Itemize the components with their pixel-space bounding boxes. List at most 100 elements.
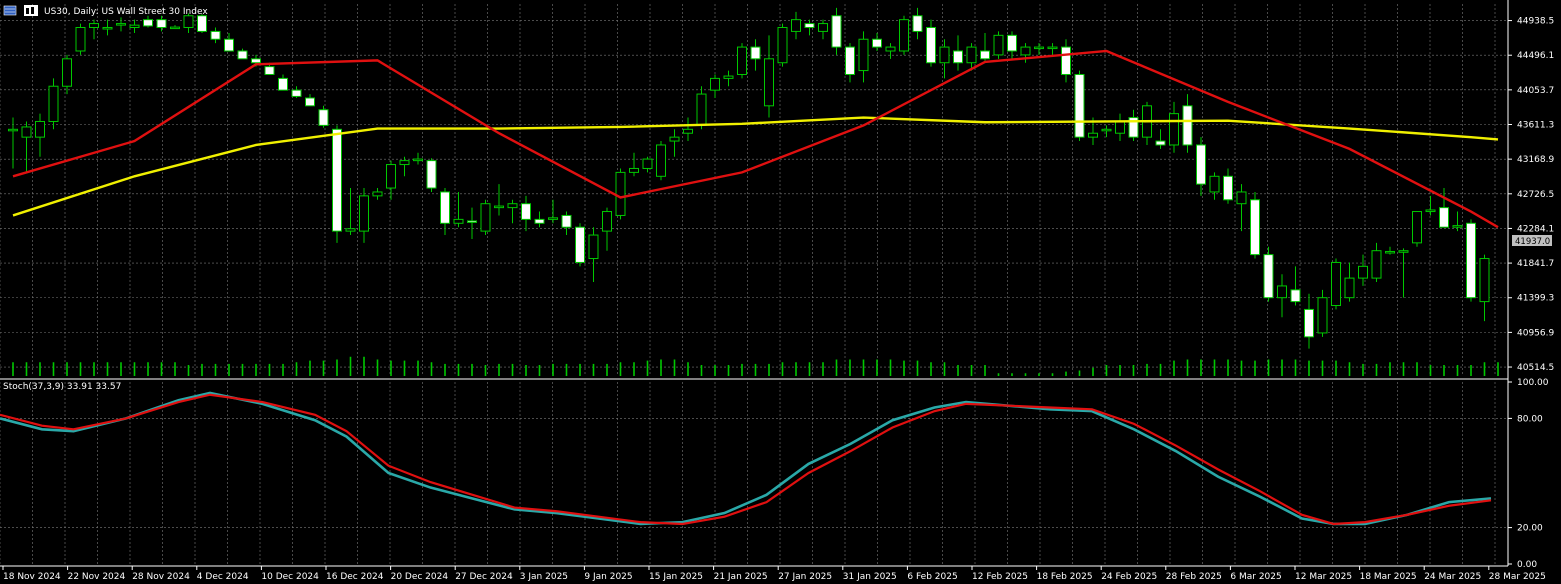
candle-body: [534, 218, 545, 224]
candle: [926, 19, 936, 67]
chart-type-icon[interactable]: [24, 5, 38, 16]
candle-body: [1466, 222, 1476, 299]
candle-body: [62, 58, 72, 87]
candle: [8, 117, 18, 169]
candle-body: [845, 46, 855, 75]
stoch-main-line: [0, 391, 1492, 526]
candle-body: [750, 46, 761, 60]
candle: [1034, 43, 1044, 55]
candle: [1169, 101, 1179, 153]
candle: [156, 15, 167, 32]
candle: [62, 54, 72, 95]
candle-body: [1439, 207, 1449, 228]
candle: [480, 199, 491, 236]
candle-body: [210, 30, 221, 40]
time-tick-label: 18 Mar 2025: [1360, 572, 1417, 582]
candle-body: [1074, 73, 1085, 138]
candle-body: [953, 50, 963, 64]
time-tick-label: 28 Feb 2025: [1166, 572, 1222, 582]
time-tick-label: 18 Feb 2025: [1037, 572, 1093, 582]
time-tick-label: 18 Nov 2024: [3, 572, 61, 582]
candle-body: [1425, 209, 1436, 213]
candle: [1425, 195, 1436, 216]
candle: [345, 188, 356, 236]
candle: [939, 39, 950, 79]
candle: [1007, 31, 1017, 59]
candle-body: [1061, 46, 1071, 75]
candle-body: [35, 120, 45, 138]
candle: [548, 199, 558, 224]
time-tick-label: 20 Dec 2024: [391, 572, 449, 582]
candle-body: [143, 19, 153, 27]
candle-body: [1020, 46, 1031, 56]
candle: [1358, 254, 1368, 286]
candle-body: [480, 203, 491, 232]
candle: [1155, 129, 1166, 149]
candle-body: [116, 23, 126, 26]
candle-body: [413, 158, 423, 162]
candle: [1236, 184, 1247, 232]
candle-body: [1169, 113, 1179, 146]
candle: [615, 168, 626, 220]
candle: [858, 31, 869, 83]
candle: [291, 86, 302, 98]
candle-body: [669, 136, 680, 142]
chart-title: US30, Daily: US Wall Street 30 Index: [44, 7, 208, 17]
candle-body: [48, 85, 59, 122]
candle: [1209, 172, 1220, 200]
candle-body: [1452, 225, 1463, 228]
candle-body: [764, 58, 774, 107]
candle: [426, 158, 437, 192]
candle-body: [467, 220, 477, 223]
candle-body: [426, 160, 437, 189]
time-tick-label: 16 Dec 2024: [326, 572, 384, 582]
candle-body: [777, 26, 788, 64]
candle-body: [305, 97, 315, 107]
candle-body: [710, 77, 720, 91]
candle: [143, 15, 153, 28]
candle: [953, 35, 963, 71]
candle-body: [912, 15, 923, 32]
candle-body: [980, 50, 990, 60]
candle-body: [1277, 285, 1287, 299]
candle: [305, 94, 315, 107]
candle-body: [345, 228, 356, 232]
candle: [750, 39, 761, 71]
time-tick-label: 28 Mar 2025: [1489, 572, 1546, 582]
candle: [1439, 188, 1449, 228]
candle-body: [1007, 34, 1017, 52]
candle-body: [237, 50, 248, 60]
price-tick-label: 43611.3: [1517, 121, 1554, 131]
time-tick-label: 27 Jan 2025: [778, 572, 832, 582]
price-tick-label: 44938.5: [1517, 17, 1554, 27]
candle: [237, 48, 248, 60]
candle-body: [75, 26, 86, 52]
stoch-tick-label: 100.00: [1517, 378, 1549, 388]
stoch-tick-label: 80.00: [1517, 414, 1543, 424]
time-tick-label: 3 Jan 2025: [520, 572, 568, 582]
price-tick-label: 40956.9: [1517, 328, 1554, 338]
time-tick-label: 12 Feb 2025: [972, 572, 1028, 582]
candle-body: [1317, 297, 1328, 334]
candle: [1128, 109, 1139, 142]
chart-header: US30, Daily: US Wall Street 30 Index: [3, 5, 208, 17]
candle-body: [1196, 144, 1206, 185]
candlestick-series: [8, 7, 1490, 349]
candle-body: [737, 46, 747, 75]
candle: [1371, 242, 1382, 283]
candle: [359, 188, 369, 243]
price-tick-label: 44053.7: [1517, 86, 1554, 96]
candle: [534, 211, 545, 228]
volume-bars: [12, 356, 1499, 376]
stoch-tick-label: 0.00: [1517, 560, 1537, 570]
stoch-indicator-label: Stoch(37,3,9) 33.91 33.57: [3, 382, 121, 392]
candle: [777, 23, 788, 67]
chart-window-icon[interactable]: [3, 5, 17, 16]
candle: [561, 211, 572, 236]
candle: [1466, 219, 1476, 302]
candle: [170, 25, 180, 30]
candle-body: [696, 93, 707, 126]
time-tick-label: 9 Jan 2025: [584, 572, 632, 582]
candle-body: [291, 89, 302, 97]
